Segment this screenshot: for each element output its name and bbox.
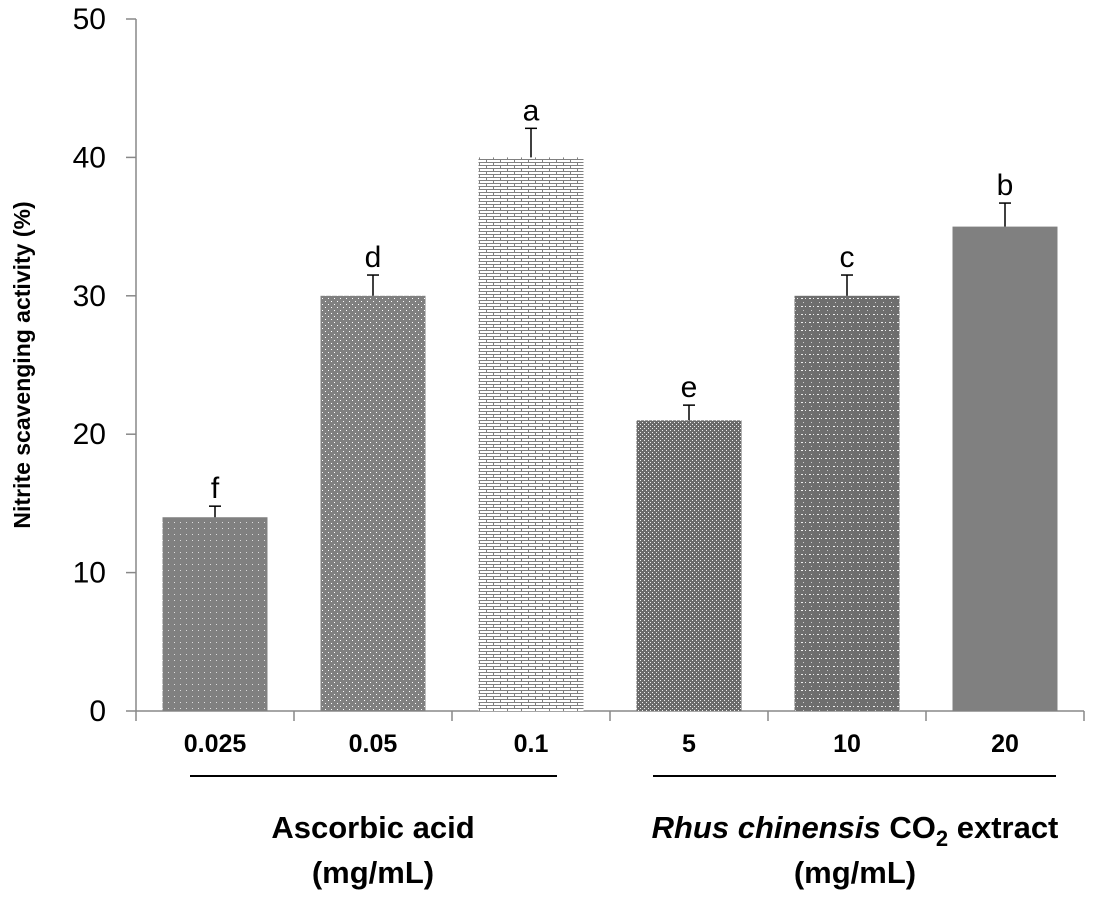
group-label-rhus: Rhus chinensis CO2 extract <box>652 810 1059 851</box>
group-label-rhus-subscript: 2 <box>936 826 948 851</box>
x-tick-label: 0.1 <box>514 730 549 758</box>
y-tick-label: 10 <box>73 557 106 590</box>
bar-0.025 <box>162 517 268 711</box>
group-unit-rhus: (mg/mL) <box>794 855 916 890</box>
y-axis-label: Nitrite scavenging activity (%) <box>9 201 35 528</box>
significance-label: c <box>840 241 855 274</box>
bar-5 <box>636 420 742 711</box>
significance-label: d <box>365 241 382 274</box>
group-label-rhus-co: CO <box>881 810 936 845</box>
significance-label: e <box>681 371 698 404</box>
x-tick-label: 10 <box>833 730 861 758</box>
x-tick-label: 5 <box>682 730 696 758</box>
y-tick-label: 20 <box>73 418 106 451</box>
bar-10 <box>794 295 900 711</box>
x-tick-label: 20 <box>991 730 1019 758</box>
y-tick-label: 40 <box>73 141 106 174</box>
y-tick-label: 30 <box>73 280 106 313</box>
bar-20 <box>952 226 1058 711</box>
significance-label: b <box>997 169 1014 202</box>
axes <box>135 19 1084 712</box>
bar-0.05 <box>320 295 426 711</box>
y-tick-label: 0 <box>89 695 106 728</box>
y-tick-label: 50 <box>73 3 106 36</box>
group-unit-ascorbic: (mg/mL) <box>312 855 434 890</box>
x-tick-label: 0.025 <box>184 730 247 758</box>
significance-label: a <box>523 94 540 127</box>
group-label-rhus-suffix: extract <box>948 810 1058 845</box>
group-label-ascorbic: Ascorbic acid <box>271 810 474 845</box>
bar-0.1 <box>478 157 584 711</box>
significance-label: f <box>211 472 220 505</box>
x-tick-label: 0.05 <box>349 730 398 758</box>
group-label-rhus-species: Rhus chinensis <box>652 810 881 845</box>
